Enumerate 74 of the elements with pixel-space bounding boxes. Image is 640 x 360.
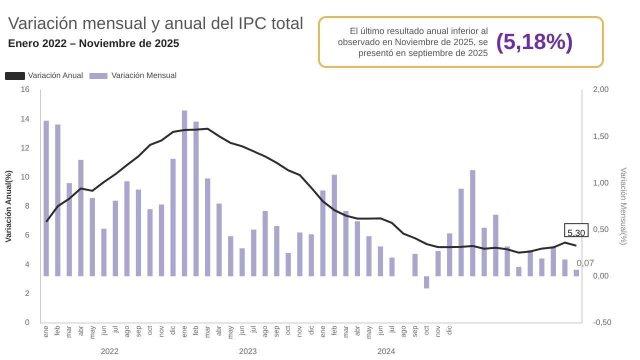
bar — [147, 209, 153, 276]
bar — [170, 158, 176, 276]
bar — [528, 250, 533, 276]
bar — [550, 246, 556, 276]
y-tick-label: 12 — [20, 143, 30, 152]
bar — [436, 251, 441, 276]
bar — [240, 248, 245, 276]
y-tick-label: 8 — [25, 202, 30, 211]
bar — [78, 160, 84, 276]
bar — [332, 174, 337, 276]
y2-tick-label: 0,00 — [593, 271, 610, 280]
bar — [136, 190, 142, 276]
bar — [366, 236, 372, 276]
chart-subtitle: Enero 2022 – Noviembre de 2025 — [8, 38, 180, 50]
text: (5,18%) — [496, 29, 574, 55]
data-label: 5,30 — [568, 228, 586, 238]
y-tick-label: 14 — [20, 114, 30, 124]
bar — [562, 259, 568, 276]
y2-tick-label: 1,50 — [593, 132, 610, 141]
text: El último resultado anual inferior al observado en Noviembre de 2025, se presentó en septiembre de 2025 — [336, 26, 488, 58]
y-tick-label: 4 — [25, 260, 30, 269]
chart-title: Variación mensual y anual del IPC total — [8, 14, 304, 34]
y-axis-title: Variación Anual(%) — [4, 170, 14, 242]
y-tick-label: 2 — [25, 288, 30, 298]
bar — [458, 188, 464, 276]
bar — [262, 211, 268, 276]
bar — [55, 124, 60, 276]
y2-tick-label: 0,50 — [593, 224, 610, 234]
bar — [574, 270, 579, 276]
bar — [343, 211, 348, 276]
bar — [482, 228, 487, 276]
bar — [389, 258, 395, 276]
bar — [182, 110, 188, 276]
y-tick-label: 6 — [25, 230, 30, 240]
bar — [539, 258, 544, 276]
bar — [66, 183, 72, 276]
bar — [354, 221, 360, 276]
bar — [44, 120, 49, 276]
bar — [378, 246, 384, 276]
y2-tick-label: -0,50 — [593, 318, 612, 327]
y-tick-label: 16 — [20, 85, 30, 94]
bar — [447, 233, 452, 276]
bar — [216, 204, 222, 276]
bar — [90, 198, 95, 276]
bar — [412, 254, 418, 276]
bar — [320, 190, 326, 276]
y2-tick-label: 1,00 — [593, 178, 610, 188]
y-tick-label: 0 — [25, 318, 30, 327]
bar — [297, 232, 302, 276]
data-label: 0,07 — [576, 258, 594, 268]
y-tick-label: 10 — [20, 172, 30, 182]
bar — [470, 170, 476, 276]
text: 2022 — [100, 347, 120, 356]
y2-tick-label: 2,00 — [593, 85, 610, 94]
bar — [286, 252, 291, 276]
bar — [274, 226, 280, 276]
bar — [205, 178, 210, 276]
text: 2024 — [377, 347, 396, 356]
bar — [124, 181, 130, 276]
bar — [504, 246, 510, 276]
bar — [493, 214, 498, 276]
bar — [101, 228, 106, 276]
bar — [193, 122, 199, 276]
bar — [158, 204, 164, 276]
bar — [251, 230, 256, 276]
legend-label: Variación Anual — [28, 71, 84, 80]
bar — [424, 276, 430, 288]
y2-axis-title: Variación Mensual(%) — [618, 168, 628, 246]
bar — [308, 234, 314, 276]
bar — [516, 266, 522, 276]
legend-label: Variación Mensual — [111, 71, 177, 80]
text: 2023 — [239, 347, 258, 356]
bar — [112, 200, 118, 276]
bar — [228, 236, 234, 276]
